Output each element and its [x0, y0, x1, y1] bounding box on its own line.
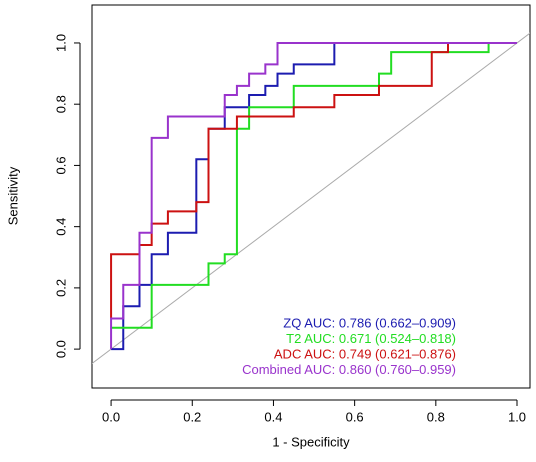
reference-diagonal: [92, 32, 530, 365]
x-tick-label: 0.4: [264, 409, 282, 424]
roc-curve: [110, 41, 518, 350]
legend-entry: ZQ AUC: 0.786 (0.662–0.909): [283, 315, 456, 330]
x-tick-label: 0.2: [183, 409, 201, 424]
y-tick-label: 0.2: [53, 279, 68, 297]
x-tick-label: 1.0: [508, 409, 526, 424]
legend-entry: Combined AUC: 0.860 (0.760–0.959): [242, 362, 456, 377]
x-tick-label: 0.0: [102, 409, 120, 424]
y-tick-label: 0.8: [53, 95, 68, 113]
x-tick-label: 0.6: [346, 409, 364, 424]
y-tick-label: 0.0: [53, 340, 68, 358]
y-tick-label: 0.4: [53, 218, 68, 236]
roc-curve: [111, 41, 518, 329]
plot-frame: [91, 4, 531, 389]
x-tick-label: 0.8: [427, 409, 445, 424]
roc-curve: [110, 41, 518, 319]
legend-entry: ADC AUC: 0.749 (0.621–0.876): [274, 346, 456, 361]
plot-area: [92, 32, 530, 365]
x-axis-label: 1 - Specificity: [272, 434, 350, 449]
legend-entry: T2 AUC: 0.671 (0.524–0.818): [286, 331, 456, 346]
y-axis-label: Sensitivity: [5, 166, 20, 225]
y-tick-label: 0.6: [53, 156, 68, 174]
y-tick-label: 1.0: [53, 34, 68, 52]
